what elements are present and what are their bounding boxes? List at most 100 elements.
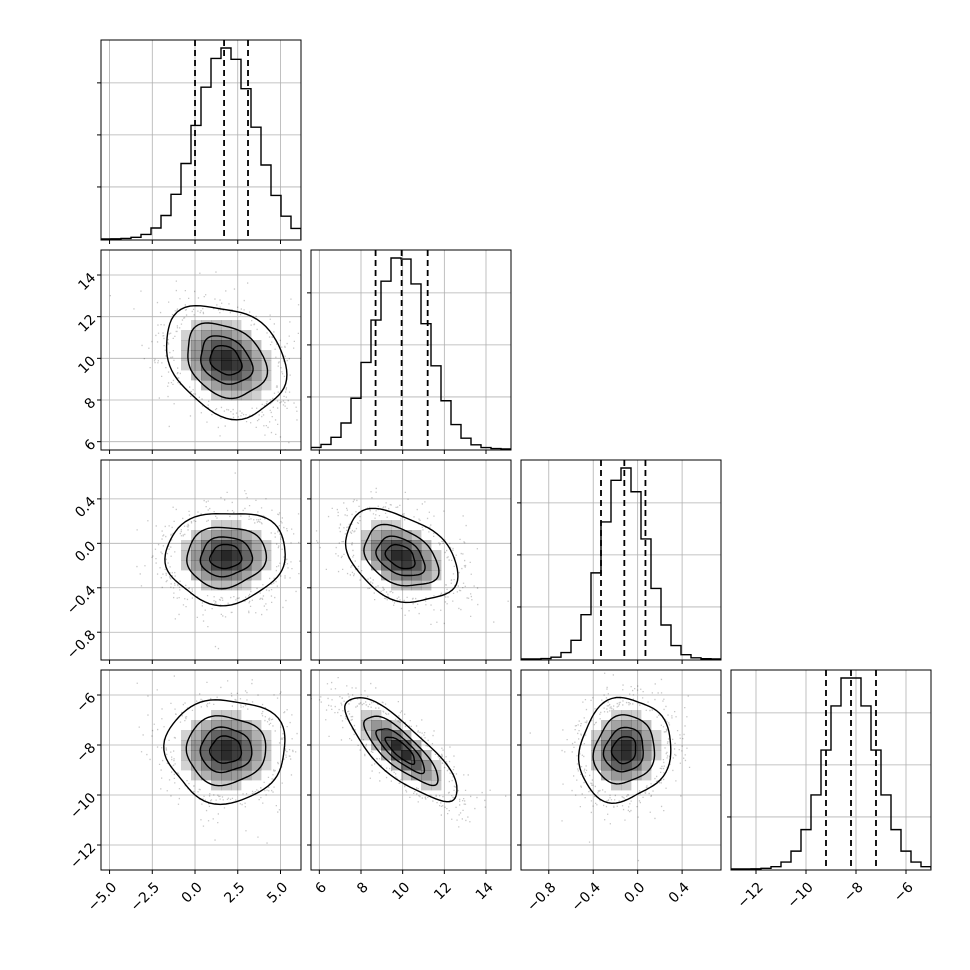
density-cell xyxy=(191,560,202,571)
density-cell xyxy=(231,550,242,561)
density-cell xyxy=(241,350,252,361)
density-cell xyxy=(181,360,192,371)
density-cell xyxy=(251,760,262,771)
density-cell xyxy=(211,740,222,751)
density-cell xyxy=(221,530,232,541)
density-cell xyxy=(211,350,222,361)
density-cell xyxy=(231,390,242,401)
contour-line xyxy=(344,507,459,604)
x-tick-label: 10 xyxy=(389,879,413,903)
density-cell xyxy=(421,760,432,771)
x-tick-label: −2.5 xyxy=(128,879,163,914)
density-cell xyxy=(181,550,192,561)
x-tick-label: −12 xyxy=(735,879,767,911)
contour-line xyxy=(209,543,243,570)
density-cell xyxy=(421,570,432,581)
contour-line xyxy=(165,304,288,421)
density-cell xyxy=(181,330,192,341)
density-cell xyxy=(421,780,432,791)
x-tick-label: 8 xyxy=(354,879,372,897)
density-cell xyxy=(401,770,412,781)
contour-line xyxy=(363,523,440,587)
density-cell xyxy=(201,770,212,781)
density-cell xyxy=(211,720,222,731)
density-cell xyxy=(261,560,272,571)
density-cell xyxy=(211,730,222,741)
panel-frame xyxy=(520,459,722,661)
density-cell xyxy=(241,570,252,581)
y-tick-label: −8 xyxy=(73,740,99,766)
density-cell xyxy=(221,550,232,561)
density-cell xyxy=(221,580,232,591)
density-cell xyxy=(231,760,242,771)
histogram-panel-1 xyxy=(97,39,302,244)
density-cell xyxy=(251,390,262,401)
density-cell xyxy=(241,550,252,561)
contour-line xyxy=(384,543,416,570)
density-cell xyxy=(191,730,202,741)
panel-frame xyxy=(310,249,512,451)
scatter-panel-1-4: −5.0 −2.5 0.0 2.5 5.0 −12 −10 −8 −6 xyxy=(67,669,302,915)
density-cell xyxy=(191,540,202,551)
density-cell xyxy=(221,750,232,761)
density-cell xyxy=(181,760,192,771)
y-tick-label: 14 xyxy=(75,270,99,294)
contour-line xyxy=(363,715,439,787)
density-cell xyxy=(191,720,202,731)
density-cell xyxy=(201,370,212,381)
density-cell xyxy=(361,530,372,541)
y-tick-label: −0.8 xyxy=(64,627,99,662)
density-cell xyxy=(231,320,242,331)
density-cell xyxy=(391,760,402,771)
x-tick-label: −0.8 xyxy=(524,879,559,914)
panel-frame xyxy=(730,669,932,871)
density-cell xyxy=(221,560,232,571)
panel-frame xyxy=(520,669,722,871)
density-cell xyxy=(411,740,422,751)
density-cell xyxy=(221,380,232,391)
histogram-step xyxy=(101,47,301,240)
density-cell xyxy=(361,540,372,551)
density-cell xyxy=(221,570,232,581)
density-cell xyxy=(381,720,392,731)
density-cell xyxy=(261,370,272,381)
contour-line xyxy=(209,345,243,376)
density-cell xyxy=(631,720,642,731)
density-cell xyxy=(431,760,442,771)
density-cell xyxy=(231,370,242,381)
density-cell xyxy=(201,530,212,541)
x-tick-label: −0.4 xyxy=(569,879,604,914)
density-cell xyxy=(251,370,262,381)
y-tick-label: −0.4 xyxy=(64,583,99,618)
density-cell xyxy=(391,550,402,561)
x-tick-label: −5.0 xyxy=(85,879,120,914)
x-tick-label: 14 xyxy=(473,879,497,903)
density-cell xyxy=(181,540,192,551)
contour-line xyxy=(163,699,286,806)
density-cell xyxy=(231,780,242,791)
scatter-panel-1-2: 6 8 10 12 14 xyxy=(75,249,302,454)
contour-line xyxy=(344,696,458,803)
density-cell xyxy=(401,760,412,771)
density-cell xyxy=(381,730,392,741)
y-tick-label: 8 xyxy=(82,395,100,413)
density-cell xyxy=(251,550,262,561)
contour-line xyxy=(185,715,267,787)
density-cell xyxy=(201,570,212,581)
density-cell xyxy=(231,350,242,361)
density-cell xyxy=(411,750,422,761)
density-cell xyxy=(191,350,202,361)
density-cell xyxy=(621,760,632,771)
y-tick-label: 10 xyxy=(75,353,99,377)
density-cell xyxy=(191,550,202,561)
density-cell xyxy=(421,580,432,591)
panel-frame xyxy=(100,669,302,871)
density-cell xyxy=(261,750,272,761)
density-cell xyxy=(211,560,222,571)
density-cell xyxy=(411,560,422,571)
panel-frame xyxy=(310,459,512,661)
scatter-panel-1-3: −0.8 −0.4 0.0 0.4 xyxy=(64,459,302,664)
density-cell xyxy=(401,740,412,751)
density-cell xyxy=(431,560,442,571)
x-tick-label: 5.0 xyxy=(264,879,291,906)
